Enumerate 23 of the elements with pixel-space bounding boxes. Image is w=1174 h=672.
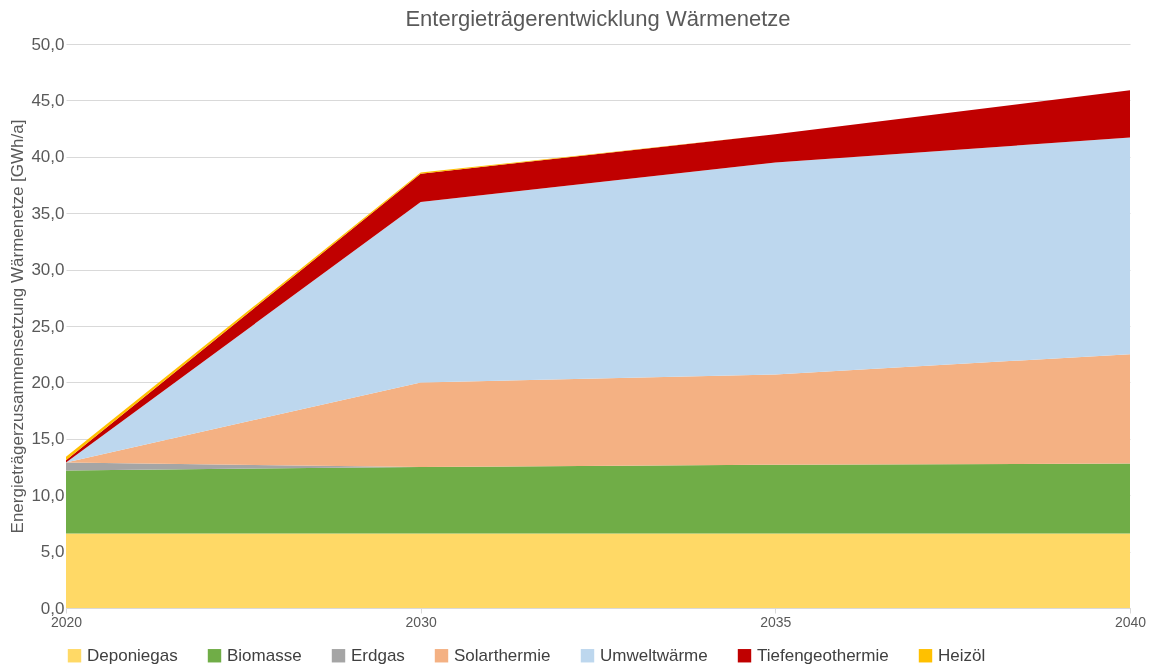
legend-label: Heizöl	[938, 645, 986, 665]
legend-label: Umweltwärme	[600, 645, 708, 665]
y-tick-label: 20,0	[31, 372, 65, 392]
x-tick-label: 2040	[1114, 613, 1147, 630]
y-tick-label: 40,0	[31, 147, 65, 167]
y-tick-label: 45,0	[31, 90, 65, 110]
y-tick-label: 35,0	[31, 203, 65, 223]
y-tick-label: 0,0	[40, 598, 65, 618]
legend-label: Erdgas	[351, 645, 405, 665]
legend-label: Biomasse	[227, 645, 302, 665]
y-axis-title: Energieträgerzusammensetzung Wärmenetze [GWh/a]	[8, 119, 28, 534]
y-tick-label: 25,0	[31, 316, 65, 336]
y-tick-label: 30,0	[31, 260, 65, 280]
y-tick-label: 15,0	[31, 429, 65, 449]
legend-label: Tiefengeothermie	[757, 645, 889, 665]
y-tick-label: 50,0	[31, 34, 65, 54]
legend-label: Solarthermie	[454, 645, 551, 665]
legend-label: Deponiegas	[87, 645, 178, 665]
x-tick-label: 2035	[760, 613, 792, 630]
x-tick-label: 2030	[405, 613, 437, 630]
chart-title: Entergieträgerentwicklung Wärmenetze	[405, 6, 791, 31]
y-tick-label: 10,0	[31, 485, 65, 505]
y-tick-label: 5,0	[40, 542, 65, 562]
